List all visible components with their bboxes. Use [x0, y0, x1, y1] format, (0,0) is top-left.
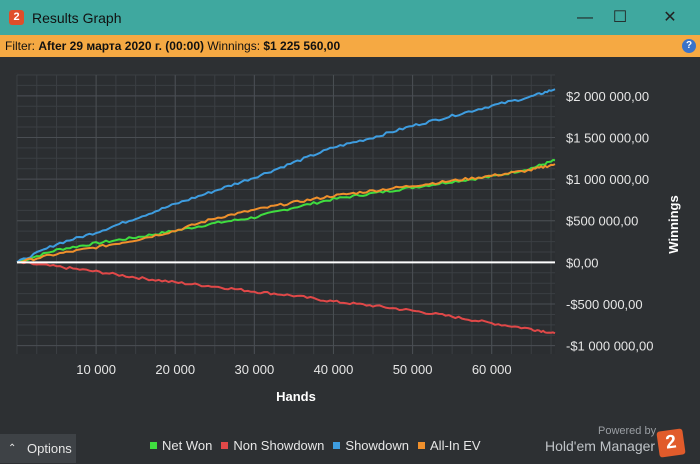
chevron-up-icon: ⌃ — [8, 443, 17, 454]
x-axis-label: Hands — [276, 389, 316, 404]
winnings-value: $1 225 560,00 — [263, 39, 341, 53]
y-tick-label: -$500 000,00 — [566, 297, 643, 312]
legend-item-net-won[interactable]: Net Won — [150, 438, 212, 453]
series-line-non-showdown — [16, 261, 556, 335]
filter-summary: Filter: After 29 марта 2020 г. (00:00) W… — [5, 35, 340, 57]
app-logo-icon: 2 — [9, 10, 24, 25]
brand-name: Hold'em Manager — [545, 438, 656, 454]
winnings-label: Winnings: — [207, 39, 261, 53]
y-tick-label: $1 500 000,00 — [566, 130, 649, 145]
legend-label: Non Showdown — [233, 438, 325, 453]
legend-label: Showdown — [345, 438, 410, 453]
help-icon[interactable]: ? — [682, 39, 696, 53]
filter-bar: Filter: After 29 марта 2020 г. (00:00) W… — [0, 35, 700, 57]
hm2-logo-icon: 2 — [656, 428, 686, 458]
legend-item-showdown[interactable]: Showdown — [333, 438, 409, 453]
filter-label: Filter: — [5, 39, 35, 53]
chart-legend: Net Won Non Showdown Showdown All-In EV — [150, 438, 490, 456]
minimize-button[interactable]: — — [577, 9, 593, 26]
x-tick-label: 60 000 — [472, 362, 512, 377]
series-line-all-in-ev — [16, 163, 556, 264]
maximize-button[interactable]: ☐ — [612, 9, 628, 26]
plot-area — [17, 75, 555, 354]
y-tick-label: -$1 000 000,00 — [566, 339, 653, 354]
legend-swatch — [150, 442, 157, 449]
x-tick-label: 30 000 — [234, 362, 274, 377]
legend-label: Net Won — [162, 438, 213, 453]
options-label: Options — [27, 441, 72, 456]
x-tick-label: 40 000 — [314, 362, 354, 377]
options-button[interactable]: ⌃ Options — [0, 434, 76, 463]
y-tick-label: $1 000 000,00 — [566, 172, 649, 187]
legend-label: All-In EV — [430, 438, 481, 453]
x-tick-label: 20 000 — [155, 362, 195, 377]
legend-swatch — [418, 442, 426, 449]
y-tick-label: $2 000 000,00 — [566, 89, 649, 104]
y-axis-label: Winnings — [666, 195, 681, 253]
window-title: Results Graph — [32, 10, 122, 26]
x-tick-label: 10 000 — [76, 362, 116, 377]
powered-by-text: Powered by — [598, 425, 657, 437]
legend-swatch — [221, 442, 229, 449]
close-button[interactable]: ✕ — [663, 9, 677, 26]
filter-value: After 29 марта 2020 г. (00:00) — [38, 39, 204, 53]
legend-swatch — [333, 442, 341, 449]
series-line-showdown — [16, 88, 556, 264]
legend-item-non-showdown[interactable]: Non Showdown — [221, 438, 324, 453]
x-tick-label: 50 000 — [393, 362, 433, 377]
y-tick-label: $500 000,00 — [566, 214, 638, 229]
title-bar: 2 Results Graph — ☐ ✕ — [0, 0, 700, 35]
y-tick-label: $0,00 — [566, 255, 599, 270]
legend-item-all-in-ev[interactable]: All-In EV — [418, 438, 481, 453]
results-graph: 10 000 20 000 30 000 40 000 50 000 60 000 $2 0… — [16, 74, 681, 404]
